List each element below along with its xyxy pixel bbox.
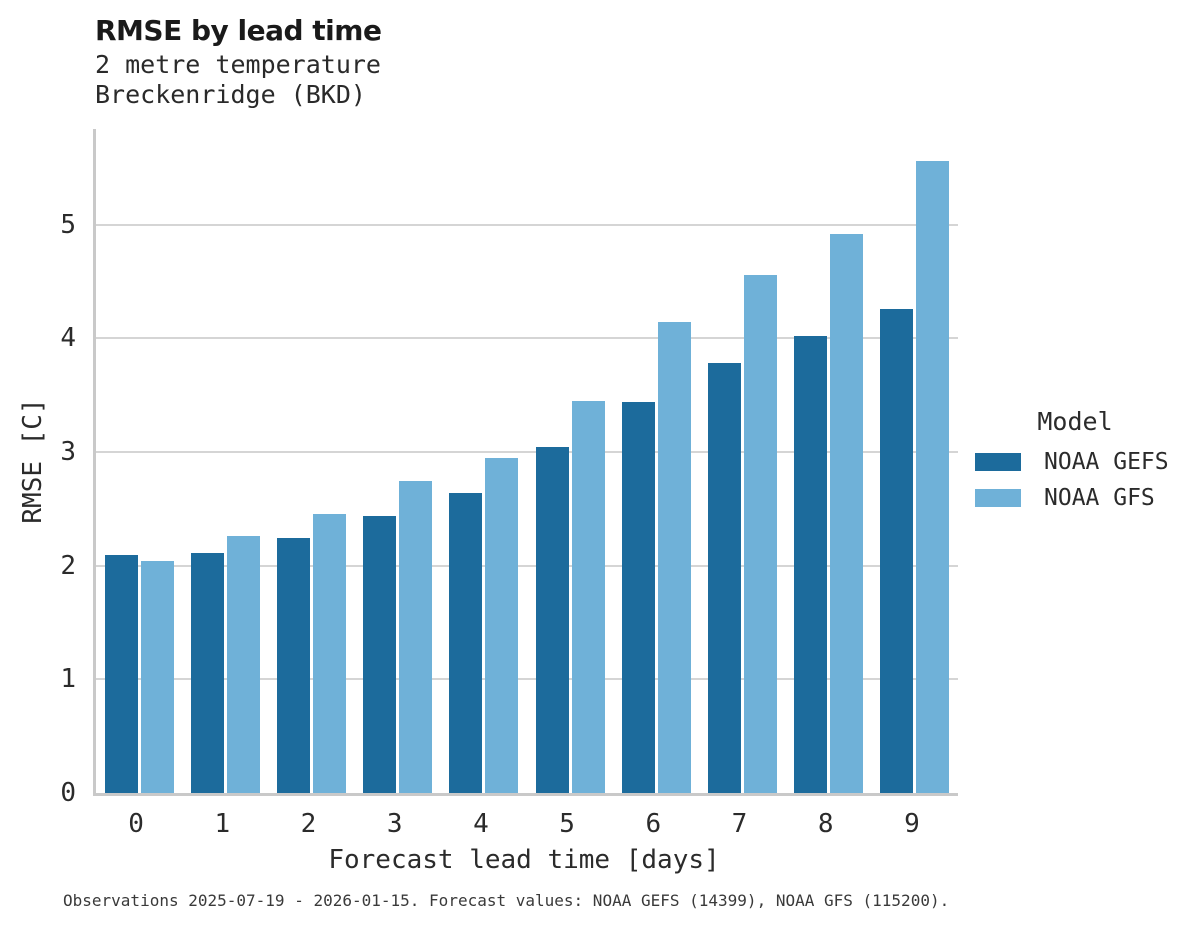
xtick-1: 1 — [214, 809, 231, 839]
ytick-1: 1 — [60, 664, 76, 695]
xtick-4: 4 — [473, 809, 489, 839]
gridline-y5 — [96, 223, 958, 226]
bar-noaa-gfs-lead-4 — [485, 458, 518, 793]
chart-subtitle: 2 metre temperature Breckenridge (BKD) — [95, 50, 381, 109]
ytick-0: 0 — [60, 778, 76, 808]
x-axis-label: Forecast lead time [days] — [328, 845, 720, 875]
gridline-y1 — [96, 678, 958, 681]
bar-noaa-gfs-lead-6 — [658, 322, 691, 793]
legend-entry-noaa-gefs: NOAA GEFS — [975, 444, 1175, 480]
bar-noaa-gfs-lead-2 — [313, 514, 346, 793]
bar-noaa-gfs-lead-8 — [830, 234, 863, 793]
bar-noaa-gfs-lead-0 — [141, 561, 174, 793]
ytick-3: 3 — [60, 436, 76, 467]
legend-title: Model — [1037, 407, 1113, 436]
bar-noaa-gefs-lead-8 — [794, 336, 827, 793]
xtick-6: 6 — [645, 809, 662, 839]
legend-label: NOAA GFS — [1044, 485, 1155, 511]
legend-entry-noaa-gfs: NOAA GFS — [975, 480, 1175, 516]
ytick-4: 4 — [60, 323, 76, 354]
bar-noaa-gfs-lead-9 — [916, 161, 949, 793]
bar-noaa-gfs-lead-1 — [227, 536, 260, 793]
xtick-5: 5 — [559, 809, 575, 839]
xtick-2: 2 — [300, 809, 317, 839]
bar-noaa-gefs-lead-6 — [622, 402, 655, 793]
xtick-0: 0 — [128, 809, 144, 839]
legend: Model NOAA GEFS NOAA GFS — [975, 406, 1175, 516]
bar-noaa-gefs-lead-1 — [191, 553, 224, 793]
legend-swatch-icon — [975, 453, 1021, 471]
legend-swatch-icon — [975, 489, 1021, 507]
bar-noaa-gefs-lead-5 — [536, 447, 569, 793]
bar-noaa-gfs-lead-3 — [399, 481, 432, 793]
legend-label: NOAA GEFS — [1044, 449, 1169, 475]
chart-title: RMSE by lead time — [95, 14, 382, 47]
ytick-2: 2 — [60, 550, 76, 581]
bar-noaa-gefs-lead-4 — [449, 493, 482, 793]
bar-noaa-gefs-lead-3 — [363, 516, 396, 793]
xtick-9: 9 — [904, 809, 920, 839]
gridline-y4 — [96, 337, 958, 340]
bar-noaa-gefs-lead-7 — [708, 363, 741, 793]
bar-noaa-gefs-lead-9 — [880, 309, 913, 793]
footnote: Observations 2025-07-19 - 2026-01-15. Fo… — [63, 891, 950, 910]
xtick-7: 7 — [731, 809, 748, 839]
bar-noaa-gfs-lead-7 — [744, 275, 777, 793]
xtick-3: 3 — [386, 809, 403, 839]
bar-noaa-gefs-lead-2 — [277, 538, 310, 793]
bar-noaa-gfs-lead-5 — [572, 401, 605, 793]
xtick-8: 8 — [817, 809, 834, 839]
gridline-y3 — [96, 450, 958, 453]
bar-noaa-gefs-lead-0 — [105, 555, 138, 793]
gridline-y2 — [96, 564, 958, 567]
plot-area — [93, 129, 958, 796]
ytick-5: 5 — [60, 209, 76, 240]
